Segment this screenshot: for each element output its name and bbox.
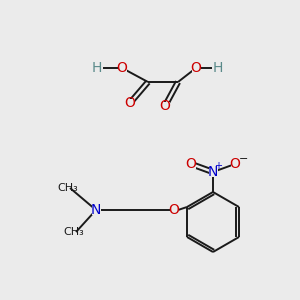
Text: CH₃: CH₃: [58, 183, 78, 193]
Bar: [214, 64, 223, 73]
Text: O: O: [124, 96, 135, 110]
Bar: [208, 167, 217, 176]
Bar: [187, 160, 196, 169]
Text: N: N: [91, 203, 101, 217]
Text: O: O: [169, 203, 179, 217]
Bar: [125, 98, 134, 107]
Text: CH₃: CH₃: [64, 227, 84, 237]
Text: O: O: [190, 61, 201, 75]
Text: O: O: [117, 61, 128, 75]
Text: O: O: [160, 99, 170, 113]
Text: N: N: [208, 165, 218, 179]
Text: +: +: [214, 161, 222, 171]
Bar: [169, 206, 178, 214]
Text: −: −: [239, 154, 249, 164]
Bar: [92, 206, 100, 214]
Text: H: H: [92, 61, 102, 75]
Bar: [191, 64, 200, 73]
Bar: [118, 64, 127, 73]
Text: O: O: [230, 157, 240, 171]
Text: H: H: [213, 61, 223, 75]
Bar: [92, 64, 101, 73]
Bar: [160, 101, 169, 110]
Text: O: O: [186, 157, 196, 171]
Bar: [230, 160, 239, 169]
